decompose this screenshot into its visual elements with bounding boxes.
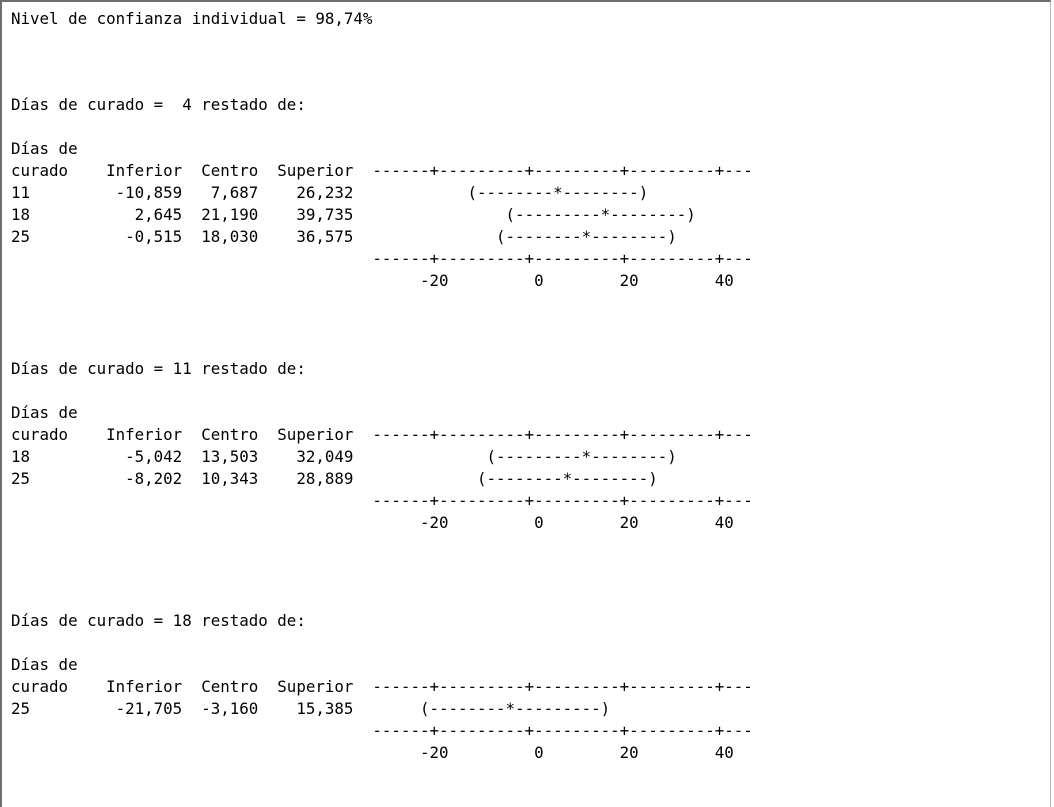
group-1-column-label: Días de (11, 139, 78, 158)
group-1-row-18: 18 2,645 21,190 39,735 (---------*------… (11, 205, 696, 224)
group-3-column-label: Días de (11, 655, 78, 674)
group-3-column-header: curado Inferior Centro Superior ------+-… (11, 677, 753, 696)
group-2-row-18: 18 -5,042 13,503 32,049 (---------*-----… (11, 447, 677, 466)
group-1-row-11: 11 -10,859 7,687 26,232 (--------*------… (11, 183, 649, 202)
confidence-level-header: Nivel de confianza individual = 98,74% (11, 9, 373, 28)
group-1-row-25: 25 -0,515 18,030 36,575 (--------*------… (11, 227, 677, 246)
group-2-axis-line: ------+---------+---------+---------+--- (11, 491, 753, 510)
group-2-title: Días de curado = 11 restado de: (11, 359, 306, 378)
group-3-axis-ticks: -20 0 20 40 (11, 743, 734, 762)
group-2-column-label: Días de (11, 403, 78, 422)
group-2-column-header: curado Inferior Centro Superior ------+-… (11, 425, 753, 444)
group-1-column-header: curado Inferior Centro Superior ------+-… (11, 161, 753, 180)
group-3-axis-line: ------+---------+---------+---------+--- (11, 721, 753, 740)
group-1-axis-ticks: -20 0 20 40 (11, 271, 734, 290)
group-1-title: Días de curado = 4 restado de: (11, 95, 306, 114)
group-2-axis-ticks: -20 0 20 40 (11, 513, 734, 532)
group-3-title: Días de curado = 18 restado de: (11, 611, 306, 630)
group-1-axis-line: ------+---------+---------+---------+--- (11, 249, 753, 268)
group-2-row-25: 25 -8,202 10,343 28,889 (--------*------… (11, 469, 658, 488)
group-3-row-25: 25 -21,705 -3,160 15,385 (--------*-----… (11, 699, 611, 718)
